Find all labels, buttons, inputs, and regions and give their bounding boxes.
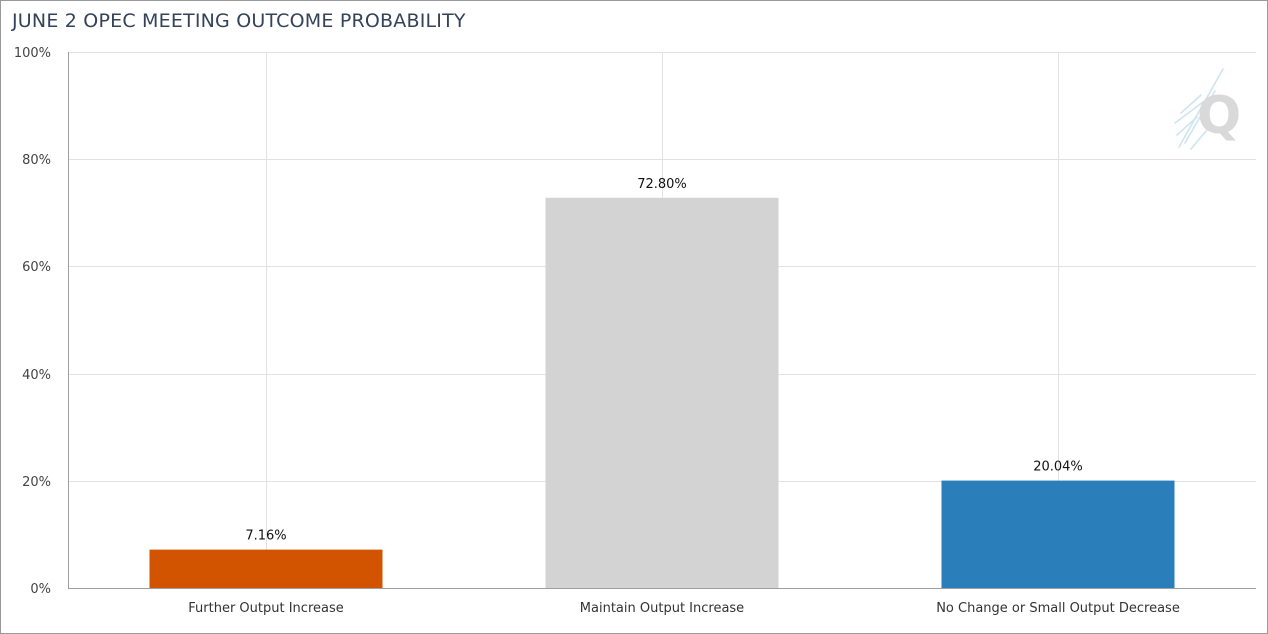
y-tick-label: 40% (22, 368, 51, 383)
x-tick-label: Further Output Increase (188, 601, 343, 616)
data-labels: 7.16% 72.80% 20.04% (245, 177, 1082, 544)
data-label: 72.80% (637, 177, 687, 192)
q-logo-icon: Q (1174, 68, 1241, 150)
data-label: 7.16% (245, 529, 286, 544)
y-tick-label: 100% (14, 46, 51, 61)
bar (149, 549, 383, 588)
chart-title: JUNE 2 OPEC MEETING OUTCOME PROBABILITY (12, 10, 466, 32)
x-tick-label: No Change or Small Output Decrease (936, 601, 1180, 616)
bar (941, 480, 1175, 588)
bar (545, 197, 779, 589)
y-axis: 0% 20% 40% 60% 80% 100% (14, 46, 69, 597)
y-tick-label: 20% (22, 475, 51, 490)
data-label: 20.04% (1033, 460, 1083, 475)
svg-text:Q: Q (1197, 86, 1241, 146)
y-tick-label: 60% (22, 260, 51, 275)
y-tick-label: 0% (30, 582, 51, 597)
bars (149, 197, 1175, 589)
y-tick-label: 80% (22, 153, 51, 168)
x-axis: Further Output Increase Maintain Output I… (68, 588, 1256, 616)
x-tick-label: Maintain Output Increase (580, 601, 744, 616)
